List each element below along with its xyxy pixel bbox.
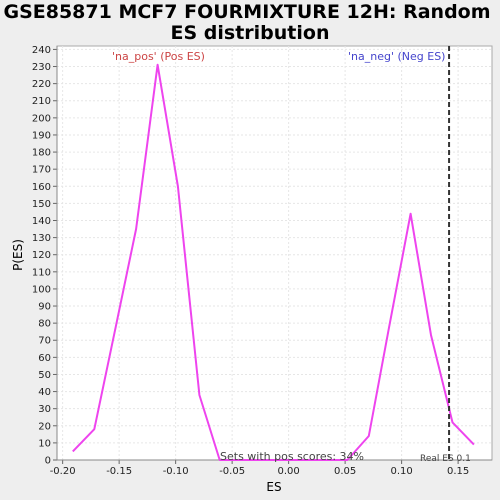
y-tick-label: 110 xyxy=(32,267,51,278)
x-tick-label: -0.10 xyxy=(163,466,189,477)
y-tick-label: 70 xyxy=(38,336,51,347)
y-axis-ticks: 0 10 20 30 40 50 60 70 80 90 100 110 120 130 140 150 160… xyxy=(32,45,57,467)
x-tick-label: 0.10 xyxy=(390,466,412,477)
y-tick-label: 80 xyxy=(38,319,51,330)
y-tick-label: 140 xyxy=(32,216,51,227)
y-tick-label: 50 xyxy=(38,370,51,381)
y-tick-label: 200 xyxy=(32,113,51,124)
y-tick-label: 90 xyxy=(38,302,51,313)
x-tick-label: -0.20 xyxy=(50,466,76,477)
y-tick-label: 230 xyxy=(32,62,51,73)
y-axis-label: P(ES) xyxy=(11,239,25,271)
y-tick-label: 240 xyxy=(32,45,51,56)
plot-area xyxy=(56,45,493,461)
x-tick-label: 0.00 xyxy=(277,466,299,477)
y-tick-label: 220 xyxy=(32,79,51,90)
y-tick-label: 150 xyxy=(32,199,51,210)
sets-with-pos-scores-label: Sets with pos scores: 34% xyxy=(220,450,364,463)
chart-title-line1: GSE85871 MCF7 FOURMIXTURE 12H: Random xyxy=(3,1,490,23)
y-tick-label: 60 xyxy=(38,353,51,364)
x-axis-ticks: -0.20 -0.15 -0.10 -0.05 0.00 0.05 0.10 0.15 xyxy=(50,460,469,477)
x-tick-label: 0.05 xyxy=(334,466,356,477)
x-axis-label: ES xyxy=(266,480,281,494)
real-es-label: Real ES 0.1 xyxy=(420,454,471,464)
na-pos-label: 'na_pos' (Pos ES) xyxy=(112,50,205,63)
y-tick-label: 190 xyxy=(32,130,51,141)
y-tick-label: 170 xyxy=(32,165,51,176)
y-tick-label: 210 xyxy=(32,96,51,107)
na-neg-label: 'na_neg' (Neg ES) xyxy=(348,50,445,63)
series-line xyxy=(72,63,475,461)
gridlines xyxy=(57,46,492,461)
y-tick-label: 40 xyxy=(38,387,51,398)
x-tick-label: -0.05 xyxy=(219,466,245,477)
y-tick-label: 100 xyxy=(32,284,51,295)
y-tick-label: 0 xyxy=(45,456,51,467)
x-tick-label: -0.15 xyxy=(106,466,132,477)
y-tick-label: 10 xyxy=(38,438,51,449)
y-tick-label: 180 xyxy=(32,148,51,159)
y-tick-label: 30 xyxy=(38,404,51,415)
chart-title-line2: ES distribution xyxy=(171,22,330,44)
y-tick-label: 120 xyxy=(32,250,51,261)
x-tick-label: 0.15 xyxy=(447,466,469,477)
y-tick-label: 20 xyxy=(38,421,51,432)
y-tick-label: 160 xyxy=(32,182,51,193)
y-tick-label: 130 xyxy=(32,233,51,244)
